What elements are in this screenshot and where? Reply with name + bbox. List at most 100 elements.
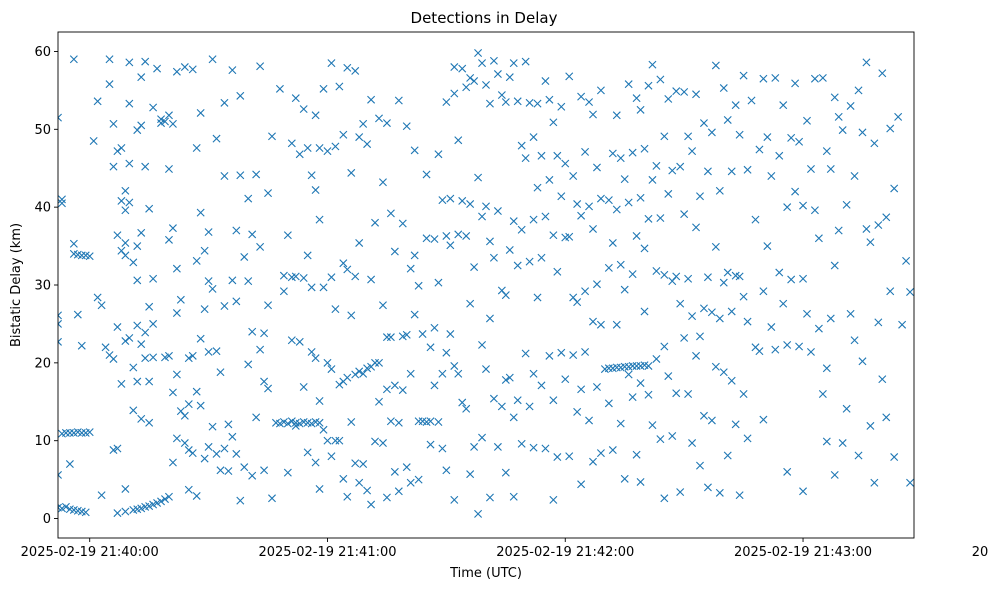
data-point xyxy=(696,192,704,201)
data-point xyxy=(196,208,205,217)
data-point xyxy=(27,359,34,366)
data-point xyxy=(157,115,166,124)
data-point xyxy=(422,170,431,179)
data-point xyxy=(287,336,296,345)
data-point xyxy=(430,381,439,390)
data-point xyxy=(680,210,689,219)
data-point xyxy=(505,245,514,254)
data-point xyxy=(505,73,514,82)
data-point xyxy=(636,477,645,486)
data-point xyxy=(228,66,237,75)
data-point xyxy=(367,500,376,509)
data-point xyxy=(660,132,669,141)
data-point xyxy=(648,421,657,430)
data-point xyxy=(264,384,273,393)
data-point xyxy=(216,466,225,475)
data-point xyxy=(624,80,633,89)
data-point xyxy=(450,495,459,504)
data-point xyxy=(335,82,344,91)
data-point xyxy=(307,347,316,356)
data-point xyxy=(866,238,875,247)
data-point xyxy=(240,463,249,472)
data-point xyxy=(355,367,364,376)
data-point xyxy=(585,202,594,211)
data-point xyxy=(715,314,724,323)
data-point xyxy=(77,428,86,437)
data-point xyxy=(406,478,415,487)
data-point xyxy=(141,328,150,337)
data-point xyxy=(668,432,677,441)
data-point xyxy=(43,228,50,235)
data-point xyxy=(58,199,66,208)
data-point xyxy=(509,217,518,226)
data-point xyxy=(129,363,138,372)
data-point xyxy=(692,351,701,360)
data-point xyxy=(478,59,487,68)
data-point xyxy=(711,362,720,371)
data-point xyxy=(406,369,415,378)
data-point xyxy=(85,428,94,437)
data-point xyxy=(343,373,352,382)
data-point xyxy=(153,64,162,73)
data-point xyxy=(501,98,510,107)
data-point xyxy=(830,261,839,270)
data-point xyxy=(557,348,566,357)
data-point xyxy=(446,330,455,339)
data-point xyxy=(359,119,368,128)
data-point xyxy=(791,187,800,196)
data-point xyxy=(727,167,736,176)
data-point xyxy=(343,63,352,72)
data-point xyxy=(414,475,423,484)
data-point xyxy=(46,141,53,148)
data-point xyxy=(628,270,637,279)
data-point xyxy=(390,381,399,390)
data-point xyxy=(529,369,538,378)
data-point xyxy=(458,64,467,73)
data-point xyxy=(145,204,154,213)
data-point xyxy=(212,347,221,356)
data-point xyxy=(386,333,395,342)
data-point xyxy=(58,470,62,479)
data-point xyxy=(58,116,59,124)
data-point xyxy=(283,468,292,477)
data-point xyxy=(699,119,708,128)
data-point xyxy=(61,502,70,511)
data-point xyxy=(592,382,601,391)
data-point xyxy=(291,421,300,430)
data-point xyxy=(521,57,530,66)
data-point xyxy=(834,112,843,121)
data-point xyxy=(323,358,332,367)
data-point xyxy=(707,308,716,317)
data-point xyxy=(846,101,855,110)
data-point xyxy=(454,230,463,239)
data-point xyxy=(632,231,641,240)
data-point xyxy=(684,274,693,283)
data-point xyxy=(438,196,447,205)
data-point xyxy=(628,148,637,157)
data-point xyxy=(545,175,554,184)
data-point xyxy=(894,112,903,121)
data-point xyxy=(616,154,625,163)
data-point xyxy=(688,147,697,156)
data-point xyxy=(252,413,261,422)
data-point xyxy=(39,334,46,341)
data-point xyxy=(450,89,459,98)
data-point xyxy=(806,165,815,173)
y-tick-label: 30 xyxy=(34,279,51,294)
data-point xyxy=(628,361,637,370)
data-point xyxy=(208,422,217,431)
data-point xyxy=(482,202,490,211)
data-point xyxy=(101,343,110,352)
data-point xyxy=(180,63,189,72)
y-axis-ticks: 0 10 20 30 40 50 60 xyxy=(34,45,58,527)
data-point xyxy=(509,492,518,501)
data-point xyxy=(688,312,697,321)
data-point xyxy=(604,399,613,408)
data-point xyxy=(541,444,550,453)
data-point xyxy=(509,59,518,68)
data-point xyxy=(319,84,328,93)
data-point xyxy=(378,301,387,310)
data-point xyxy=(386,209,395,218)
data-point xyxy=(711,242,720,251)
data-point xyxy=(850,336,859,345)
